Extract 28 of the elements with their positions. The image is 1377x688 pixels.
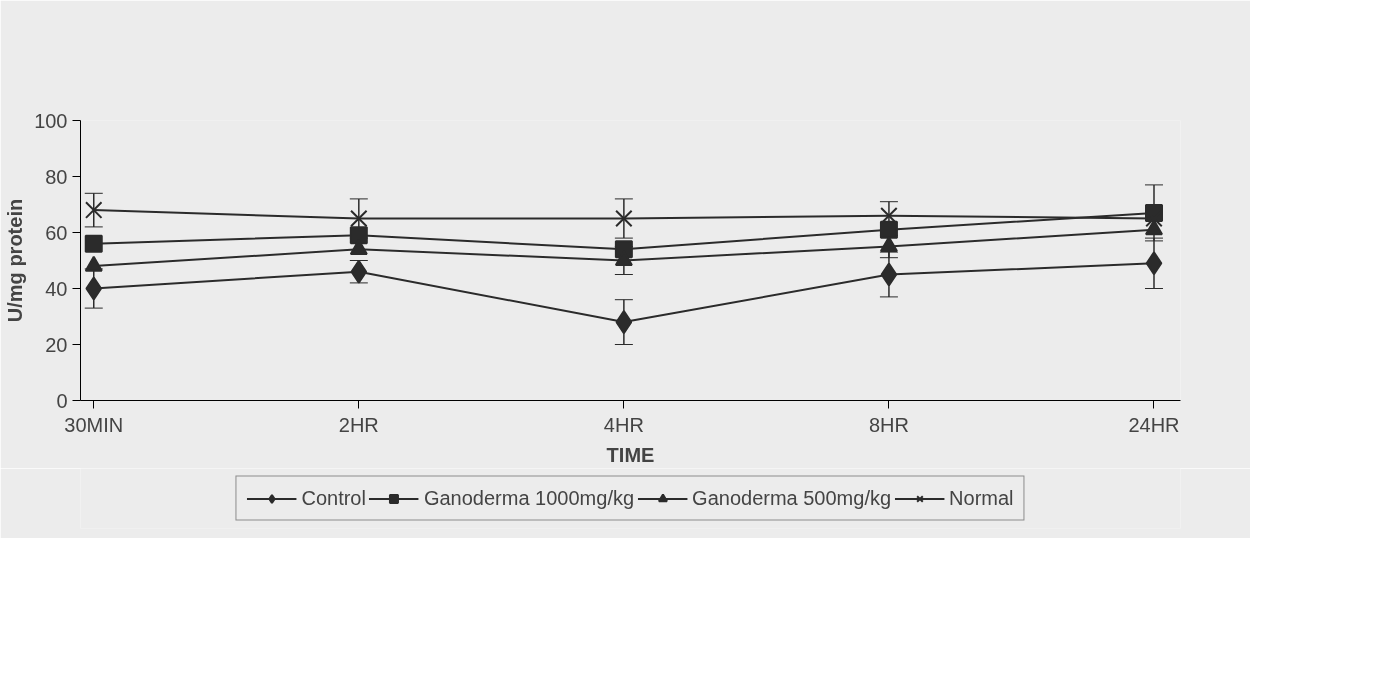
- y-tick-label: 100: [34, 109, 68, 132]
- point: [615, 310, 633, 335]
- x-tick-label: 8HR: [868, 413, 909, 436]
- point: [350, 209, 368, 228]
- legend-label: Control: [301, 486, 366, 510]
- point: [85, 276, 103, 301]
- y-tick-label: 20: [45, 333, 68, 356]
- y-tick-label: 0: [56, 389, 68, 412]
- point: [349, 226, 368, 245]
- point: [84, 201, 103, 219]
- point: [879, 220, 898, 239]
- y-axis-title: U/mg protein: [4, 198, 27, 323]
- point: [879, 236, 898, 253]
- point: [615, 209, 633, 228]
- x-tick-label: 2HR: [338, 413, 379, 436]
- x-axis-title: TIME: [606, 443, 655, 466]
- y-tick-label: 40: [45, 277, 68, 300]
- point: [880, 262, 898, 287]
- x-tick-label: 4HR: [603, 413, 644, 436]
- y-tick-label: 60: [45, 221, 68, 244]
- point: [84, 234, 103, 253]
- x-tick-label: 30MIN: [64, 413, 124, 436]
- legend-label: Ganoderma 1000mg/kg: [423, 486, 635, 510]
- legend-label: Ganoderma 500mg/kg: [692, 486, 892, 510]
- x-tick-label: 24HR: [1128, 413, 1180, 436]
- legend-label: Normal: [949, 486, 1014, 510]
- point: [1145, 251, 1163, 276]
- y-tick-label: 80: [45, 165, 68, 188]
